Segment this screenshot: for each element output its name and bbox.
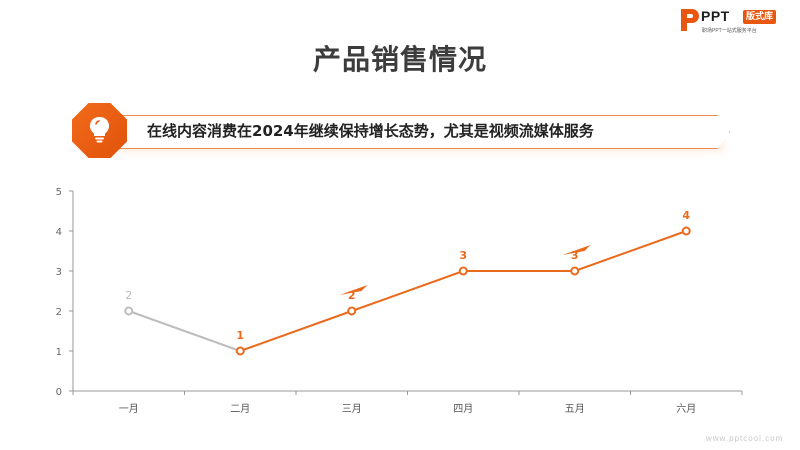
y-tick-label: 4 — [56, 227, 62, 238]
x-tick-label: 六月 — [676, 403, 696, 415]
trend-arrow-accent — [339, 285, 368, 295]
y-tick-label: 3 — [56, 267, 62, 278]
trend-arrow-accent — [562, 245, 591, 255]
brand-p-icon — [681, 9, 699, 31]
brand-name: PPT — [701, 8, 730, 24]
data-label: 3 — [459, 249, 467, 262]
data-point — [570, 266, 580, 276]
brand-slogan: 职场PPT一站式服务平台 — [702, 28, 757, 34]
subtitle-badge — [72, 103, 127, 158]
data-point — [124, 306, 134, 316]
data-label: 3 — [571, 249, 579, 262]
data-point — [458, 266, 468, 276]
data-point — [347, 306, 357, 316]
x-tick-label: 三月 — [342, 403, 362, 415]
data-label: 4 — [682, 209, 690, 222]
data-label: 2 — [125, 289, 132, 302]
x-tick-label: 二月 — [230, 403, 250, 415]
subtitle-text: 在线内容消费在2024年继续保持增长态势，尤其是视频流媒体服务 — [147, 122, 594, 140]
y-tick-label: 1 — [56, 347, 62, 358]
y-tick-label: 2 — [56, 307, 62, 318]
data-point — [681, 226, 691, 236]
brand-badge: 版式库 — [743, 10, 777, 24]
subtitle-banner — [100, 115, 730, 149]
brand-logo: PPT 版式库 职场PPT一站式服务平台 — [679, 7, 795, 35]
x-tick-label: 一月 — [119, 403, 139, 415]
series-line-past — [128, 310, 241, 352]
y-tick-label: 5 — [56, 187, 62, 198]
x-tick-label: 四月 — [453, 403, 473, 415]
x-tick-label: 五月 — [565, 403, 585, 415]
y-tick-label: 0 — [56, 387, 62, 398]
data-point — [235, 346, 245, 356]
data-label: 1 — [236, 329, 244, 342]
lightbulb-icon — [89, 116, 110, 143]
data-label: 2 — [348, 289, 356, 302]
footer-website: www.pptcool.com — [706, 434, 784, 443]
page-title: 产品销售情况 — [312, 43, 487, 76]
